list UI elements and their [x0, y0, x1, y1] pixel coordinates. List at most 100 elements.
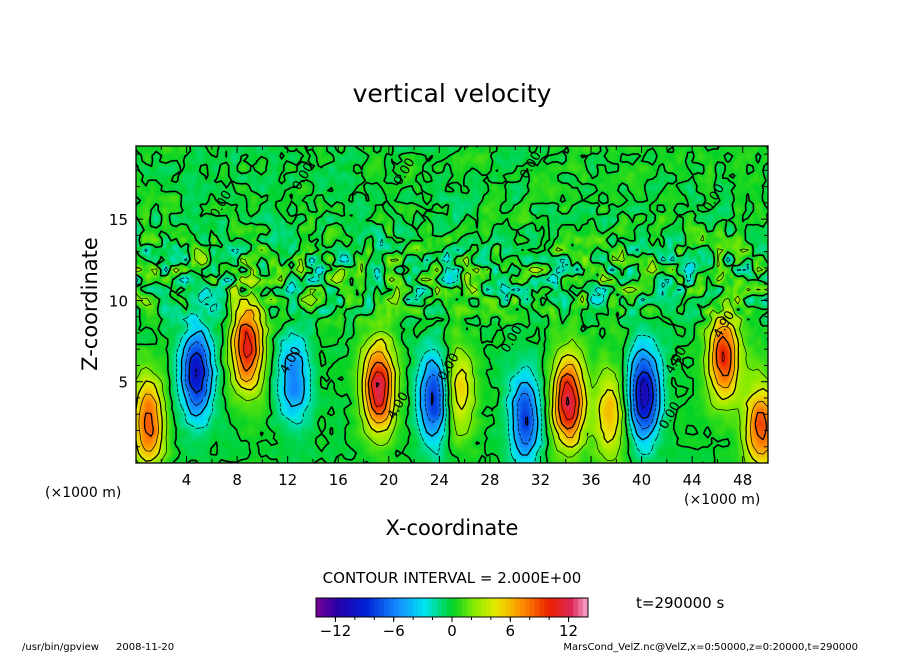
x-tick-label: 32: [531, 471, 550, 489]
y-axis-unit: (×1000 m): [45, 485, 121, 501]
colorbar-tick-label: 12: [559, 622, 578, 640]
colorbar-cell: [330, 598, 336, 617]
colorbar-cell: [413, 598, 419, 617]
x-axis-ticks: 4 8 12 16 20 24 28 32 36 40 44 48: [160, 146, 752, 489]
colorbar-cell: [510, 598, 516, 617]
colorbar-cell: [471, 598, 477, 617]
x-axis-label: X-coordinate: [386, 516, 519, 540]
colorbar-cell: [379, 598, 385, 617]
footer-source: MarsCond_VelZ.nc@VelZ,x=0:50000,z=0:2000…: [563, 642, 858, 653]
colorbar-cell: [461, 598, 467, 617]
colorbar-cell: [320, 598, 327, 617]
colorbar-cell: [490, 598, 497, 617]
colorbar-cell: [359, 598, 365, 617]
colorbar-cell: [515, 598, 521, 617]
heatmap-field: [136, 146, 768, 463]
colorbar-cell: [495, 598, 501, 617]
x-tick-label: 28: [480, 471, 499, 489]
contour-line: [138, 309, 768, 455]
y-axis-ticks: 5 10 15: [109, 153, 768, 448]
colorbar-cell: [476, 598, 482, 617]
colorbar-cell: [583, 598, 589, 617]
colorbar-cell: [534, 598, 540, 617]
colorbar-cell: [466, 598, 472, 617]
plot-area: 0.000.00 0.00 0.000.004.004.000.000.004.00…: [136, 146, 768, 463]
footer-date: 2008-11-20: [116, 642, 174, 653]
colorbar-cell: [486, 598, 492, 617]
plot-frame: [135, 145, 769, 464]
contour-line: [195, 368, 650, 409]
colorbar-tick-label: 6: [506, 622, 516, 640]
colorbar-tick-label: −12: [320, 622, 352, 640]
x-tick-label: 8: [232, 471, 242, 489]
colorbar-tick-label: −6: [383, 622, 405, 640]
x-axis-unit: (×1000 m): [684, 492, 760, 508]
colorbar: [316, 598, 589, 617]
colorbar-cell: [563, 598, 569, 617]
colorbar-cell: [364, 598, 370, 617]
colorbar-ticks: −12 −6 0 6 12: [320, 617, 578, 640]
colorbar-cell: [350, 598, 356, 617]
colorbar-cell: [393, 598, 399, 617]
colorbar-cell: [578, 598, 584, 617]
colorbar-cell: [388, 598, 395, 617]
contour-lines: [136, 146, 768, 463]
x-tick-label: 4: [182, 471, 192, 489]
colorbar-cell: [403, 598, 409, 617]
colorbar-cell: [500, 598, 506, 617]
y-axis-label: Z-coordinate: [78, 237, 102, 371]
x-tick-label: 12: [278, 471, 297, 489]
colorbar-cell: [354, 598, 361, 617]
colorbar-cell: [398, 598, 404, 617]
contour-line: [136, 238, 768, 463]
colorbar-tick-label: 0: [447, 622, 457, 640]
colorbar-cell: [335, 598, 341, 617]
x-tick-label: 36: [581, 471, 600, 489]
colorbar-cell: [505, 598, 511, 617]
y-tick-label: 15: [109, 211, 128, 229]
colorbar-cell: [427, 598, 433, 617]
colorbar-cell: [418, 598, 424, 617]
colorbar-cell: [374, 598, 380, 617]
colorbar-cell: [481, 598, 487, 617]
colorbar-cell: [558, 598, 565, 617]
y-tick-label: 10: [109, 292, 128, 310]
contour-line: [136, 298, 768, 463]
colorbar-cell: [432, 598, 438, 617]
colorbar-cell: [539, 598, 545, 617]
colorbar-cell: [422, 598, 429, 617]
colorbar-cell: [554, 598, 560, 617]
x-tick-label: 16: [329, 471, 348, 489]
x-tick-label: 24: [430, 471, 449, 489]
x-tick-label: 20: [379, 471, 398, 489]
colorbar-cell: [568, 598, 574, 617]
contour-line: [143, 323, 768, 441]
time-label: t=290000 s: [636, 594, 724, 612]
colorbar-cell: [316, 598, 322, 617]
colorbar-cell: [524, 598, 531, 617]
colorbar-cell: [549, 598, 555, 617]
colorbar-cell: [325, 598, 331, 617]
colorbar-cell: [408, 598, 414, 617]
contour-line: [375, 382, 570, 406]
colorbar-cell: [369, 598, 375, 617]
x-tick-label: 40: [632, 471, 651, 489]
colorbar-cell: [544, 598, 550, 617]
colorbar-cell: [456, 598, 463, 617]
x-tick-label: 48: [733, 471, 752, 489]
contour-line: [184, 341, 657, 445]
contour-line: [180, 330, 661, 456]
colorbar-cell: [520, 598, 526, 617]
contour-line: [188, 352, 654, 426]
colorbar-cell: [573, 598, 579, 617]
colorbar-cell: [384, 598, 390, 617]
contour-line: [136, 234, 768, 463]
colorbar-cell: [452, 598, 458, 617]
colorbar-cell: [437, 598, 443, 617]
x-tick-label: 44: [683, 471, 702, 489]
contour-interval-label: CONTOUR INTERVAL = 2.000E+00: [323, 569, 582, 587]
footer-program: /usr/bin/gpview: [22, 642, 99, 653]
colorbar-cell: [345, 598, 351, 617]
